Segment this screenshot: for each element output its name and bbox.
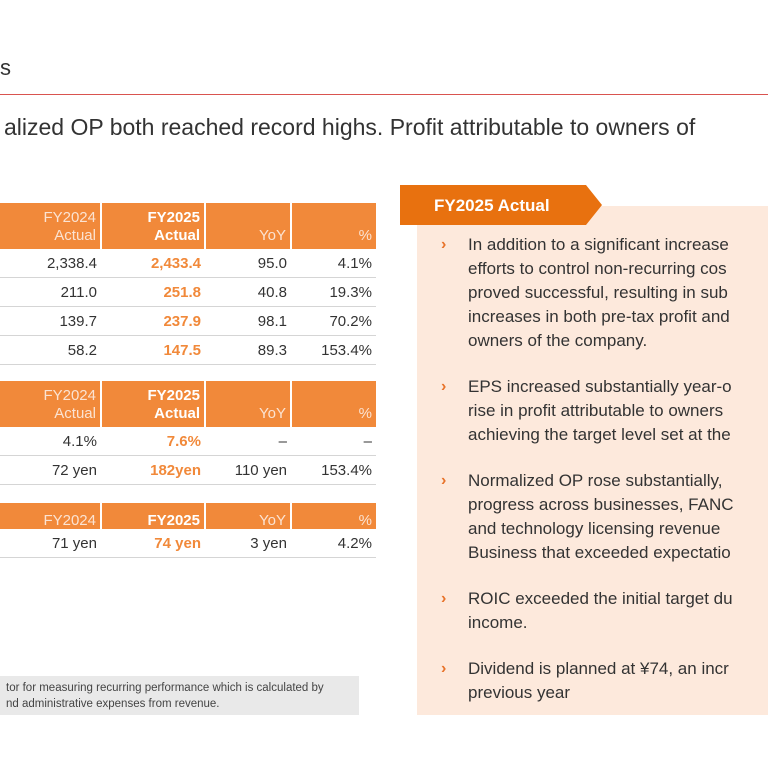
cell-fy2025: 237.9 — [101, 306, 205, 336]
cell-fy2024: 4.1% — [0, 427, 101, 456]
header-pct: % — [291, 381, 376, 427]
cell-fy2024: 139.7 — [0, 306, 101, 336]
header-fy2024: FY2024 Actual — [0, 381, 102, 427]
cell-pct: 19.3% — [291, 277, 376, 307]
header-fy2025: FY2025 Actual — [101, 381, 206, 427]
cell-pct: 4.1% — [291, 249, 376, 278]
table-row: 72 yen 182yen 110 yen 153.4% — [0, 455, 376, 485]
cell-fy2024: 72 yen — [0, 455, 101, 485]
cell-yoy: 89.3 — [205, 335, 291, 365]
cell-fy2025: 2,433.4 — [101, 249, 205, 278]
table-row: 211.0 251.8 40.8 19.3% — [0, 277, 376, 307]
cell-yoy: 3 yen — [205, 529, 291, 558]
bullet-list: › In addition to a significant increase … — [441, 233, 768, 727]
cell-fy2025: 182yen — [101, 455, 205, 485]
cell-fy2024: 211.0 — [0, 277, 101, 307]
header-pct: % — [291, 203, 376, 249]
footnote-line: tor for measuring recurring performance … — [6, 682, 324, 694]
header-fy2024: FY2024 Actual — [0, 203, 102, 249]
table-header-row: FY2024 FY2025 YoY % — [0, 503, 376, 529]
cell-pct: 4.2% — [291, 529, 376, 558]
bullet-item: › ROIC exceeded the initial target du in… — [441, 589, 733, 632]
table-header-row: FY2024 Actual FY2025 Actual YoY % — [0, 203, 376, 249]
panel-title: FY2025 Actual — [434, 196, 550, 215]
bullet-item: › Normalized OP rose substantially, prog… — [441, 471, 734, 562]
cell-pct: – — [291, 427, 376, 456]
cell-fy2025: 147.5 — [101, 335, 205, 365]
title-divider — [0, 94, 768, 95]
footnote-line: nd administrative expenses from revenue. — [6, 698, 220, 710]
chevron-right-icon: › — [441, 378, 447, 395]
chevron-right-icon: › — [441, 590, 447, 607]
cell-fy2025: 74 yen — [101, 529, 205, 558]
indicators-table: FY2024 Actual FY2025 Actual YoY % 4.1% 7.6… — [0, 381, 376, 485]
cell-yoy: 98.1 — [205, 306, 291, 336]
table-row: 58.2 147.5 89.3 153.4% — [0, 335, 376, 365]
header-yoy: YoY — [205, 503, 292, 529]
cell-yoy: – — [205, 427, 291, 456]
bullet-item: › Dividend is planned at ¥74, an incr pr… — [441, 659, 729, 702]
table-row: 4.1% 7.6% – – — [0, 427, 376, 456]
page-title: s — [0, 55, 11, 80]
table-row: 139.7 237.9 98.1 70.2% — [0, 306, 376, 336]
header-yoy: YoY — [205, 203, 292, 249]
cell-fy2024: 2,338.4 — [0, 249, 101, 278]
chevron-right-icon: › — [441, 660, 447, 677]
bullet-item: › In addition to a significant increase … — [441, 235, 730, 350]
cell-fy2025: 7.6% — [101, 427, 205, 456]
cell-pct: 70.2% — [291, 306, 376, 336]
chevron-right-icon: › — [441, 236, 447, 253]
footnote: tor for measuring recurring performance … — [0, 676, 359, 715]
cell-pct: 153.4% — [291, 335, 376, 365]
cell-fy2024: 58.2 — [0, 335, 101, 365]
header-fy2025: FY2025 Actual — [101, 203, 206, 249]
results-table: FY2024 Actual FY2025 Actual YoY % 2,338.4 … — [0, 203, 376, 365]
panel-tab — [400, 185, 602, 225]
chevron-right-icon: › — [441, 472, 447, 489]
bullet-item: › EPS increased substantially year-o ris… — [441, 377, 732, 444]
cell-fy2024: 71 yen — [0, 529, 101, 558]
cell-pct: 153.4% — [291, 455, 376, 485]
header-fy2025: FY2025 — [101, 503, 206, 529]
cell-fy2025: 251.8 — [101, 277, 205, 307]
cell-yoy: 110 yen — [205, 455, 291, 485]
cell-yoy: 40.8 — [205, 277, 291, 307]
cell-yoy: 95.0 — [205, 249, 291, 278]
summary-panel — [417, 206, 768, 715]
table-header-row: FY2024 Actual FY2025 Actual YoY % — [0, 381, 376, 427]
header-pct: % — [291, 503, 376, 529]
header-yoy: YoY — [205, 381, 292, 427]
header-fy2024: FY2024 — [0, 503, 102, 529]
headline: alized OP both reached record highs. Pro… — [4, 114, 696, 140]
dividend-table: FY2024 FY2025 YoY % 71 yen 74 yen 3 yen … — [0, 503, 376, 558]
table-row: 2,338.4 2,433.4 95.0 4.1% — [0, 249, 376, 278]
table-row: 71 yen 74 yen 3 yen 4.2% — [0, 529, 376, 558]
